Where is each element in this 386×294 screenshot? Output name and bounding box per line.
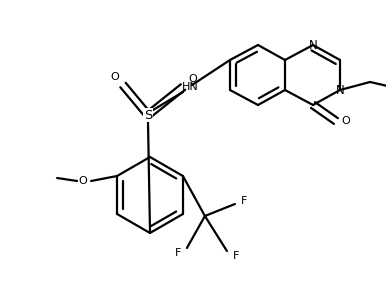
Text: S: S — [144, 108, 152, 121]
Text: N: N — [335, 83, 344, 96]
Text: O: O — [189, 74, 197, 84]
Text: O: O — [111, 72, 119, 82]
Text: F: F — [233, 251, 239, 261]
Text: F: F — [175, 248, 181, 258]
Text: N: N — [309, 39, 317, 51]
Text: O: O — [342, 116, 350, 126]
Text: F: F — [241, 196, 247, 206]
Text: O: O — [79, 176, 88, 186]
Text: HN: HN — [182, 82, 198, 92]
